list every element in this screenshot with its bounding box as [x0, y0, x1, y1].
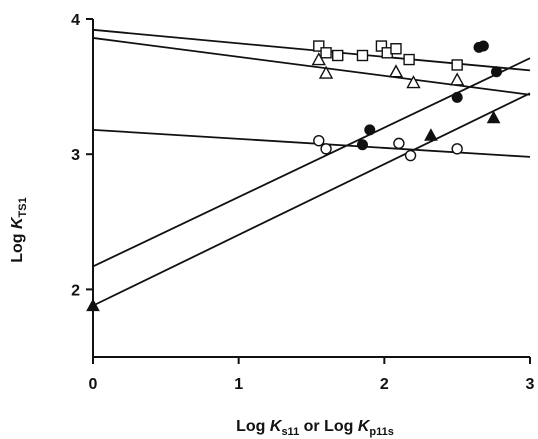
data-point-filled-circle [477, 40, 489, 52]
y-tick-label: 4 [71, 12, 80, 29]
data-point-open-square [356, 49, 369, 62]
x-tick-label: 2 [380, 376, 389, 393]
fit-line [92, 57, 531, 268]
data-point-open-square [403, 53, 415, 66]
data-point-open-triangle [388, 64, 404, 78]
axes [92, 19, 530, 358]
data-point-filled-circle [356, 139, 368, 151]
y-axis-label-prefix: Log [9, 229, 26, 263]
data-point-open-triangle [406, 75, 421, 89]
data-point-open-square [320, 47, 332, 59]
x-tick-label: 3 [526, 376, 535, 393]
x-axis-label-mid: or Log [299, 418, 358, 435]
y-axis-label-sub: TS1 [17, 197, 29, 217]
data-point-filled-triangle [86, 298, 100, 312]
y-axis-label: Log KTS1 [9, 197, 29, 263]
fit-line [92, 28, 531, 72]
data-point-open-circle [404, 149, 417, 162]
fit-line [92, 128, 531, 158]
data-point-filled-triangle [424, 128, 438, 141]
x-axis-label-k2: K [358, 418, 371, 435]
x-tick-label: 0 [89, 376, 98, 393]
y-tick-label: 2 [71, 282, 80, 299]
y-axis-label-k: K [9, 216, 26, 229]
data-point-filled-triangle [486, 110, 501, 124]
x-axis-label-k1: K [270, 418, 283, 435]
x-axis-label: Log Ks11 or Log Kp11s [236, 418, 394, 438]
data-markers [86, 40, 502, 312]
fit-line [92, 37, 531, 96]
data-point-open-square [375, 40, 388, 52]
data-point-open-triangle [449, 72, 465, 86]
x-axis-label-sub2: p11s [369, 426, 393, 438]
data-point-open-triangle [318, 65, 334, 79]
data-point-open-circle [313, 134, 325, 147]
data-point-open-square [313, 40, 325, 52]
data-point-open-square [332, 49, 344, 62]
data-point-open-square [451, 59, 463, 71]
data-point-open-triangle [311, 52, 326, 66]
data-point-filled-circle [364, 124, 376, 136]
data-point-open-square [390, 43, 402, 55]
data-point-filled-circle [451, 91, 463, 103]
fit-lines [92, 28, 531, 307]
data-point-open-circle [393, 137, 405, 150]
y-tick-label: 3 [71, 147, 80, 164]
data-point-open-circle [320, 143, 332, 155]
data-point-open-circle [451, 143, 463, 155]
x-tick-label: 1 [234, 376, 243, 393]
data-point-filled-circle [490, 66, 502, 78]
x-axis-label-sub1: s11 [281, 426, 299, 438]
fit-line [92, 92, 531, 307]
x-axis-label-prefix: Log [236, 418, 270, 435]
ticks: 0 1 2 3 2 3 4 [71, 12, 534, 393]
